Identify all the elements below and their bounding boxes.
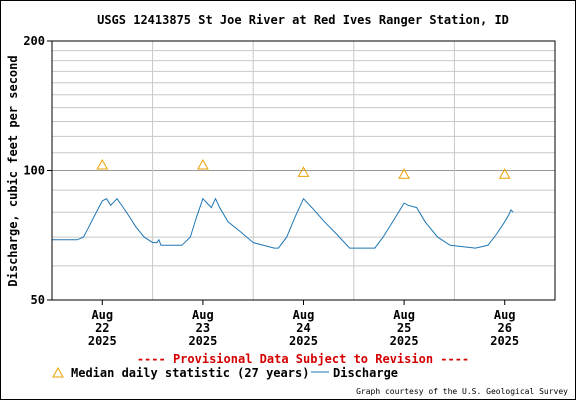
x-tick-label-month: Aug [494, 308, 516, 322]
legend-discharge-label: Discharge [333, 366, 398, 380]
y-tick-label: 50 [31, 293, 45, 307]
y-tick-label: 200 [23, 34, 45, 48]
x-tick-label-day: 23 [196, 321, 210, 335]
x-tick-label-year: 2025 [490, 334, 519, 348]
median-series [96, 158, 511, 179]
median-triangle-point [96, 158, 109, 170]
y-tick-label: 100 [23, 164, 45, 178]
y-axis-label: Discharge, cubic feet per second [6, 55, 20, 286]
median-triangle-point [498, 168, 511, 179]
chart-title: USGS 12413875 St Joe River at Red Ives R… [97, 13, 509, 27]
usgs-credit: Graph courtesy of the U.S. Geological Su… [356, 387, 568, 396]
provisional-notice: ---- Provisional Data Subject to Revisio… [137, 352, 469, 366]
x-tick-label-month: Aug [91, 308, 113, 322]
median-triangle-point [297, 166, 310, 177]
x-axis-ticks: Aug222025Aug232025Aug242025Aug252025Aug2… [88, 300, 519, 348]
grid-lines [52, 41, 555, 300]
x-tick-label-day: 22 [95, 321, 109, 335]
median-triangle-point [398, 168, 410, 179]
x-tick-label-day: 25 [397, 321, 411, 335]
y-axis-ticks: 50 100 200 [23, 34, 52, 307]
x-tick-label-month: Aug [293, 308, 315, 322]
x-tick-label-month: Aug [192, 308, 214, 322]
x-tick-label-year: 2025 [188, 334, 217, 348]
legend-median-label: Median daily statistic (27 years) [71, 366, 309, 380]
x-tick-label-year: 2025 [390, 334, 419, 348]
legend: Median daily statistic (27 years) Discha… [52, 366, 398, 380]
x-tick-label-month: Aug [393, 308, 415, 322]
x-tick-label-day: 26 [497, 321, 511, 335]
x-tick-label-year: 2025 [88, 334, 117, 348]
x-tick-label-year: 2025 [289, 334, 318, 348]
median-triangle-point [197, 158, 209, 170]
discharge-series [52, 197, 514, 249]
x-tick-label-day: 24 [296, 321, 310, 335]
legend-median-triangle-icon [52, 366, 64, 378]
discharge-line [52, 197, 514, 249]
